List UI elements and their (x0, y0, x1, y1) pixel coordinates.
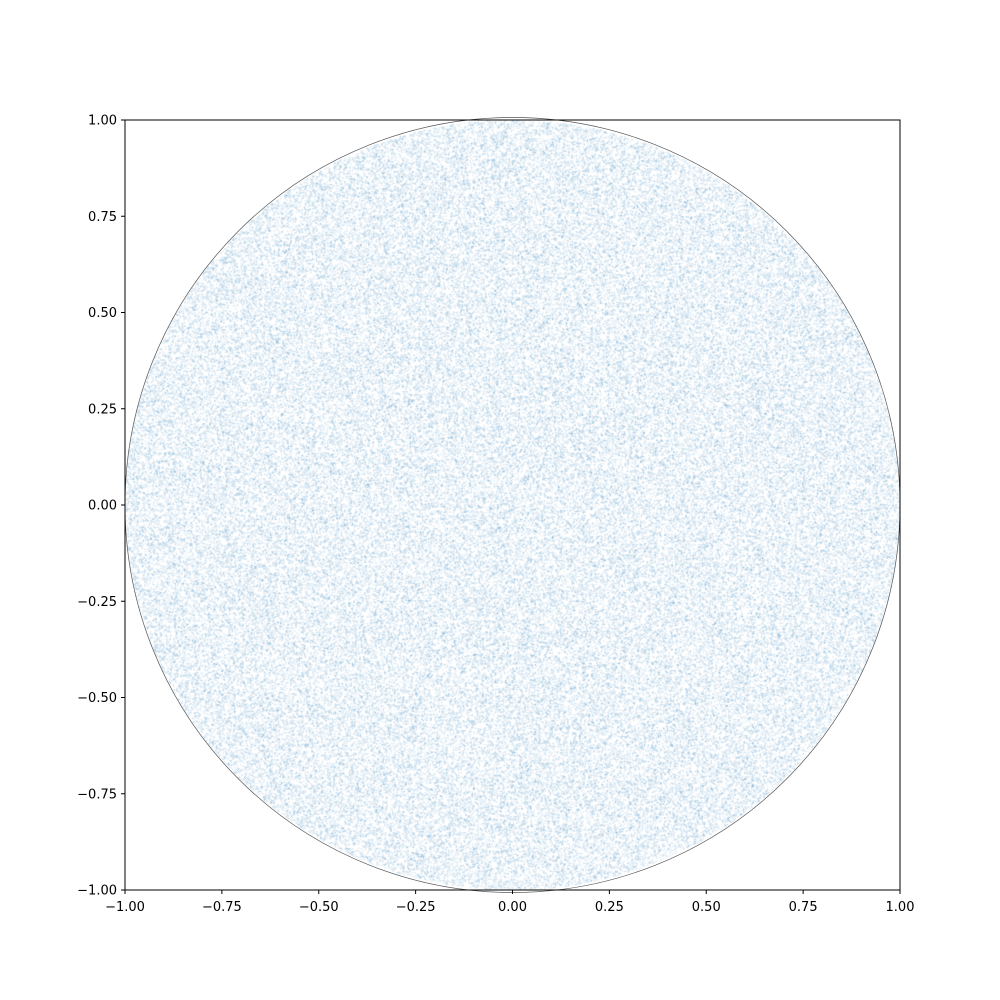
x-tick-label: 0.50 (692, 900, 721, 915)
x-tick-label: −1.00 (105, 900, 145, 915)
x-tick-label: −0.50 (299, 900, 339, 915)
x-axis: −1.00 −0.75 −0.50 −0.25 0.00 0.25 0.50 0.75 1.00 (105, 890, 914, 915)
y-tick-label: −0.75 (77, 787, 117, 802)
x-tick-label: −0.25 (396, 900, 436, 915)
y-tick-label: −0.50 (77, 691, 117, 706)
y-tick-label: 0.25 (88, 402, 117, 417)
x-tick-label: −0.75 (202, 900, 242, 915)
x-tick-label: 0.25 (595, 900, 624, 915)
axes-frame (125, 120, 900, 890)
x-tick-label: 1.00 (886, 900, 915, 915)
y-tick-label: 0.00 (88, 499, 117, 514)
y-tick-label: −1.00 (77, 884, 117, 899)
x-tick-label: 0.75 (789, 900, 818, 915)
y-tick-label: −0.25 (77, 595, 117, 610)
disk-outline (125, 118, 900, 893)
y-axis: −1.00 −0.75 −0.50 −0.25 0.00 0.25 0.50 0.75 1.00 (77, 114, 125, 899)
y-tick-label: 0.75 (88, 210, 117, 225)
y-tick-label: 0.50 (88, 306, 117, 321)
y-tick-label: 1.00 (88, 114, 117, 129)
x-tick-label: 0.00 (498, 900, 527, 915)
